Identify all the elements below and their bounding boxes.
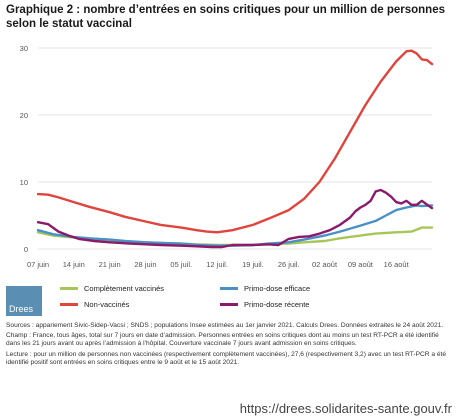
x-tick-label: 21 juin [99, 260, 121, 269]
legend-item-completement-vaccines: Complètement vaccinés [60, 284, 164, 293]
legend-item-primo-dose-recente: Primo-dose récente [220, 300, 309, 309]
legend-swatch [220, 303, 238, 306]
x-tick-label: 28 juin [134, 260, 156, 269]
legend-swatch [60, 303, 78, 306]
line-chart: 0 10 20 30 07 juin 14 juin 21 juin 28 juin 05 j… [20, 44, 434, 269]
y-tick-label: 0 [24, 245, 28, 254]
y-tick-label: 30 [20, 44, 28, 53]
legend-label: Primo-dose efficace [244, 284, 311, 293]
x-tick-label: 05 juil. [170, 260, 192, 269]
legend-swatch [60, 287, 78, 290]
x-axis-ticks: 07 juin 14 juin 21 juin 28 juin 05 juil. 12 j… [27, 260, 410, 269]
grid-lines [38, 47, 432, 250]
chart-notes: Sources : appariement Sivic-Sidep-Vacsi … [6, 322, 454, 369]
x-tick-label: 26 juil. [278, 260, 300, 269]
chart-title: Graphique 2 : nombre d’entrées en soins … [6, 4, 445, 30]
x-tick-label: 02 août [312, 260, 338, 269]
y-tick-label: 10 [20, 178, 28, 187]
x-tick-label: 16 août [384, 260, 410, 269]
y-tick-label: 20 [20, 111, 28, 120]
legend-item-primo-dose-efficace: Primo-dose efficace [220, 284, 310, 293]
legend-label: Non-vaccinés [84, 300, 130, 309]
lecture-note: Lecture : pour un million de personnes n… [6, 350, 447, 366]
champ-note: Champ : France, tous âges, total sur 7 j… [6, 332, 439, 348]
series-lines [36, 49, 434, 249]
sources-note: Sources : appariement Sivic-Sidep-Vacsi … [6, 322, 444, 329]
source-url[interactable]: https://drees.solidarites-sante.gouv.fr [239, 401, 452, 416]
y-axis-ticks: 0 10 20 30 [20, 44, 28, 254]
legend-item-non-vaccines: Non-vaccinés [60, 300, 129, 309]
x-tick-label: 09 août [348, 260, 374, 269]
series-line-non-vaccin-s [36, 49, 434, 234]
x-tick-label: 14 juin [63, 260, 85, 269]
series-line-primo-dose-r-cente [36, 188, 434, 249]
legend-label: Primo-dose récente [244, 300, 310, 309]
legend: Complètement vaccinés Primo-dose efficac… [60, 284, 360, 314]
legend-swatch [220, 287, 238, 290]
legend-label: Complètement vaccinés [84, 284, 165, 293]
series-line-primo-dose-efficace [36, 204, 434, 247]
x-tick-label: 19 juil. [242, 260, 264, 269]
x-tick-label: 12 juil. [206, 260, 228, 269]
drees-logo: Drees [6, 286, 42, 316]
x-tick-label: 07 juin [27, 260, 49, 269]
